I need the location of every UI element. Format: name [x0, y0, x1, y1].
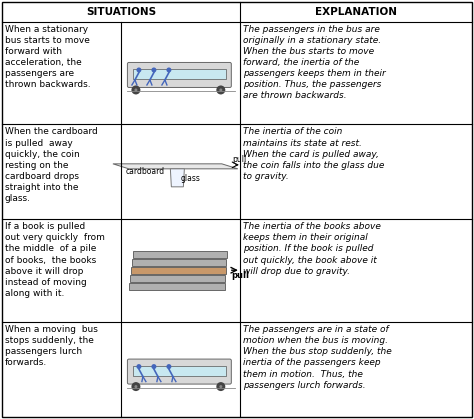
Circle shape	[219, 88, 222, 91]
Circle shape	[131, 85, 140, 94]
Polygon shape	[113, 164, 238, 169]
Circle shape	[151, 67, 156, 72]
Text: If a book is pulled
out very quickly  from
the middle  of a pile
of books,  the : If a book is pulled out very quickly fro…	[5, 222, 105, 298]
Text: The inertia of the books above
keeps them in their original
position. If the boo: The inertia of the books above keeps the…	[243, 222, 381, 276]
Circle shape	[151, 364, 156, 369]
Circle shape	[137, 67, 141, 72]
Circle shape	[135, 385, 137, 388]
Circle shape	[137, 364, 141, 369]
Text: SITUATIONS: SITUATIONS	[86, 7, 156, 17]
FancyBboxPatch shape	[130, 275, 225, 282]
Text: The passengers in the bus are
originally in a stationary state.
When the bus sta: The passengers in the bus are originally…	[243, 24, 385, 100]
Text: When the cardboard
is pulled  away
quickly, the coin
resting on the
cardboard dr: When the cardboard is pulled away quickl…	[5, 127, 98, 203]
Text: glass: glass	[181, 174, 200, 183]
Circle shape	[166, 67, 172, 72]
Circle shape	[135, 88, 137, 91]
Text: The inertia of the coin
maintains its state at rest.
When the card is pulled awa: The inertia of the coin maintains its st…	[243, 127, 384, 181]
Text: When a stationary
bus starts to move
forward with
acceleration, the
passengers a: When a stationary bus starts to move for…	[5, 24, 91, 89]
Text: EXPLANATION: EXPLANATION	[315, 7, 397, 17]
Circle shape	[216, 85, 225, 94]
Bar	[133, 366, 226, 375]
Circle shape	[166, 364, 172, 369]
FancyBboxPatch shape	[131, 267, 226, 274]
FancyBboxPatch shape	[132, 259, 226, 266]
FancyBboxPatch shape	[133, 251, 227, 258]
Circle shape	[216, 382, 225, 391]
Text: pull: pull	[231, 271, 249, 280]
Polygon shape	[170, 169, 184, 187]
Text: cardboard: cardboard	[126, 167, 165, 176]
Circle shape	[219, 385, 222, 388]
FancyBboxPatch shape	[128, 62, 231, 88]
Text: pull: pull	[232, 155, 246, 164]
Circle shape	[131, 382, 140, 391]
Text: The passengers are in a state of
motion when the bus is moving.
When the bus sto: The passengers are in a state of motion …	[243, 325, 392, 390]
Bar	[133, 69, 226, 79]
Text: When a moving  bus
stops suddenly, the
passengers lurch
forwards.: When a moving bus stops suddenly, the pa…	[5, 325, 98, 367]
FancyBboxPatch shape	[128, 359, 231, 384]
FancyBboxPatch shape	[129, 283, 225, 290]
